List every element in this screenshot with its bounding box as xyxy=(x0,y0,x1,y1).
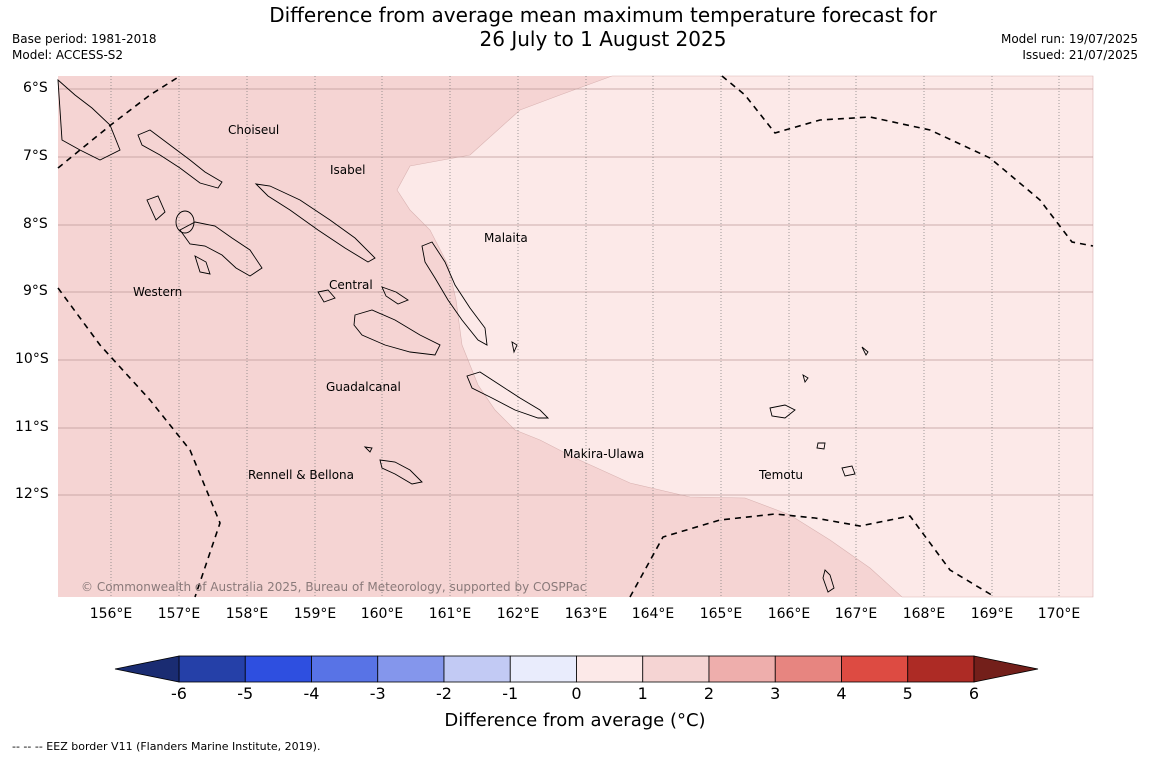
colorbar-segment xyxy=(509,655,577,683)
lon-label-166e: 166°E xyxy=(767,606,811,622)
island-rendova xyxy=(194,255,211,275)
lon-label-158e: 158°E xyxy=(225,606,269,622)
lon-label-167e: 167°E xyxy=(834,606,878,622)
island-small-malaita xyxy=(511,341,518,354)
meta-left: Base period: 1981-2018 Model: ACCESS-S2 xyxy=(12,31,157,63)
lat-label-8s: 8°S xyxy=(23,216,48,232)
islands xyxy=(57,78,869,593)
lat-label-11s: 11°S xyxy=(15,419,49,435)
island-choiseul xyxy=(137,129,223,189)
region-label-western: Western xyxy=(133,285,183,299)
colorbar-tick-label: -3 xyxy=(369,684,386,703)
island-new-georgia xyxy=(179,221,263,277)
lon-label-159e: 159°E xyxy=(293,606,337,622)
title-line-1: Difference from average mean maximum tem… xyxy=(269,3,937,27)
colorbar-tick-label: 6 xyxy=(968,684,980,703)
island-santa-cruz xyxy=(769,404,796,419)
lat-label-10s: 10°S xyxy=(15,351,49,367)
colorbar-tick-label: 1 xyxy=(637,684,648,703)
colorbar-segment xyxy=(244,655,312,683)
region-label-choiseul: Choiseul xyxy=(228,123,280,137)
island-rennell xyxy=(379,459,423,485)
lon-label-165e: 165°E xyxy=(699,606,743,622)
colorbar-over-extend xyxy=(973,655,1039,683)
lat-label-12s: 12°S xyxy=(15,486,49,502)
region-label-malaita: Malaita xyxy=(484,231,528,245)
lat-label-9s: 9°S xyxy=(23,283,48,299)
island-shortland xyxy=(57,78,121,161)
meta-right: Model run: 19/07/2025 Issued: 21/07/2025 xyxy=(1001,31,1138,63)
region-label-makira-ulawa: Makira-Ulawa xyxy=(563,447,645,461)
model-name: Model: ACCESS-S2 xyxy=(12,48,124,62)
colorbar-tick-label: -2 xyxy=(436,684,452,703)
island-vanikoro xyxy=(841,465,856,477)
island-duff xyxy=(802,374,809,383)
title-line-2: 26 July to 1 August 2025 xyxy=(479,27,727,51)
lat-label-6s: 6°S xyxy=(23,80,48,96)
lon-label-169e: 169°E xyxy=(970,606,1014,622)
colorbar-segment xyxy=(774,655,842,683)
island-kolombangara xyxy=(175,210,195,234)
lon-label-163e: 163°E xyxy=(564,606,608,622)
colorbar-tick-label: 0 xyxy=(571,684,582,703)
colorbar-segment xyxy=(443,655,511,683)
colorbar-title: Difference from average (°C) xyxy=(444,710,706,731)
lon-label-168e: 168°E xyxy=(902,606,946,622)
colorbar-segment xyxy=(841,655,909,683)
colorbar xyxy=(114,655,1039,683)
lon-label-162e: 162°E xyxy=(496,606,540,622)
colorbar-tick-label: 4 xyxy=(836,684,847,703)
base-period: Base period: 1981-2018 xyxy=(12,32,157,46)
colorbar-tick-label: 5 xyxy=(902,684,913,703)
lon-label-160e: 160°E xyxy=(360,606,404,622)
issued-date: Issued: 21/07/2025 xyxy=(1022,48,1138,62)
island-russell xyxy=(317,289,336,303)
colorbar-tick-label: -6 xyxy=(171,684,187,703)
island-anuta xyxy=(822,569,835,593)
island-malaita xyxy=(421,241,488,346)
colorbar-tick-label: -1 xyxy=(502,684,519,703)
anomaly-0-1-area xyxy=(396,75,1094,598)
island-guadalcanal xyxy=(353,309,441,356)
colorbar-segment xyxy=(642,655,710,683)
colorbar-segment xyxy=(708,655,776,683)
region-label-rennell-bellona: Rennell & Bellona xyxy=(248,468,355,482)
colorbar-tick-label: 3 xyxy=(770,684,781,703)
copyright-notice: © Commonwealth of Australia 2025, Bureau… xyxy=(81,580,587,594)
lon-label-164e: 164°E xyxy=(631,606,675,622)
colorbar-segment xyxy=(907,655,975,683)
colorbar-under-extend xyxy=(114,655,180,683)
eez-footnote: -- -- -- EEZ border V11 (Flanders Marine… xyxy=(12,740,321,753)
colorbar-tick-label: -5 xyxy=(237,684,254,703)
colorbar-tick-label: 2 xyxy=(703,684,715,703)
island-isabel xyxy=(254,183,376,263)
colorbar-segment xyxy=(576,655,644,683)
island-bellona xyxy=(363,446,373,453)
model-run: Model run: 19/07/2025 xyxy=(1000,32,1138,46)
region-label-isabel: Isabel xyxy=(330,163,366,177)
colorbar-tick-label: -4 xyxy=(303,684,320,703)
lon-label-156e: 156°E xyxy=(89,606,133,622)
region-label-temotu: Temotu xyxy=(759,468,804,482)
colorbar-segment xyxy=(377,655,445,683)
lat-grid xyxy=(58,88,1093,496)
lon-label-161e: 161°E xyxy=(428,606,472,622)
lon-label-170e: 170°E xyxy=(1037,606,1081,622)
colorbar-segment xyxy=(178,655,246,683)
region-label-guadalcanal: Guadalcanal xyxy=(326,380,401,394)
map-title: Difference from average mean maximum tem… xyxy=(0,3,1150,51)
island-florida xyxy=(381,286,409,305)
island-utupua xyxy=(816,442,826,450)
eez-border xyxy=(57,75,1094,598)
island-reef xyxy=(861,346,869,356)
colorbar-segment xyxy=(311,655,379,683)
lat-label-7s: 7°S xyxy=(23,148,48,164)
island-makira xyxy=(466,371,550,419)
lon-label-157e: 157°E xyxy=(157,606,201,622)
region-label-central: Central xyxy=(329,278,373,292)
island-vella xyxy=(146,195,166,221)
